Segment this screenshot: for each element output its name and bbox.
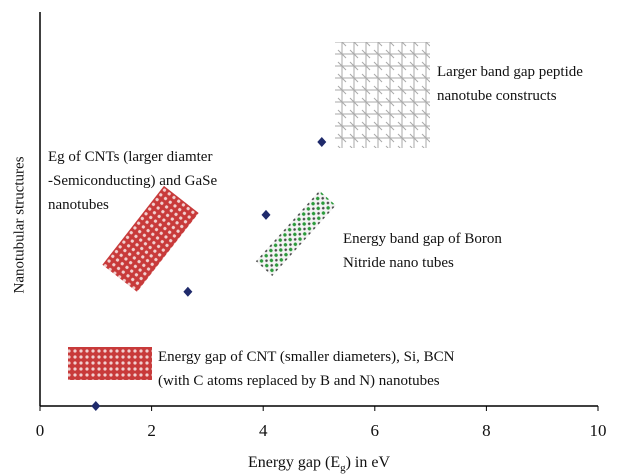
y-axis-label: Nanotubular structures	[11, 156, 27, 293]
annotation-line: (with C atoms replaced by B and N) nanot…	[158, 373, 440, 389]
point	[261, 210, 270, 220]
point	[91, 401, 100, 411]
annotation: Larger band gap peptide nanotube construc…	[437, 64, 583, 104]
annotation: Energy gap of CNT (smaller diameters), S…	[158, 349, 455, 389]
annotation-line: nanotubes	[48, 197, 109, 213]
annotation-line: -Semiconducting) and GaSe	[48, 173, 217, 189]
x-tick-label: 8	[482, 421, 491, 440]
annotation-line: Eg of CNTs (larger diamter	[48, 149, 212, 165]
annotation: Eg of CNTs (larger diamter -Semiconductin…	[48, 149, 217, 213]
annotation: Energy band gap of Boron Nitride nano tub…	[343, 231, 502, 271]
annotation-line: nanotube constructs	[437, 88, 557, 104]
annotation-line: Energy gap of CNT (smaller diameters), S…	[158, 349, 455, 365]
x-tick-label: 0	[36, 421, 45, 440]
x-tick-label: 2	[147, 421, 156, 440]
x-axis-label-part: ) in eV	[346, 454, 391, 471]
page: {"chart_data": {"type": "scatter", "xlab…	[0, 0, 629, 474]
x-tick-label: 10	[590, 421, 607, 440]
cnt-large-image	[102, 186, 198, 292]
point	[183, 287, 192, 297]
bn-tube-image	[256, 191, 336, 276]
x-tick-label: 6	[371, 421, 380, 440]
chart: Nanotubular structures Energy gap (Eg) i…	[0, 0, 629, 474]
x-axis-label: Energy gap (Eg) in eV	[248, 454, 391, 474]
point	[317, 137, 326, 147]
annotation-line: Larger band gap peptide	[437, 64, 583, 80]
x-tick-label: 4	[259, 421, 268, 440]
x-axis-label-part: Energy gap (E	[248, 454, 340, 471]
nanotube-images	[68, 42, 430, 380]
annotation-line: Nitride nano tubes	[343, 255, 454, 271]
annotation-line: Energy band gap of Boron	[343, 231, 502, 247]
cnt-small-image	[68, 347, 152, 380]
peptide-image	[335, 42, 430, 148]
